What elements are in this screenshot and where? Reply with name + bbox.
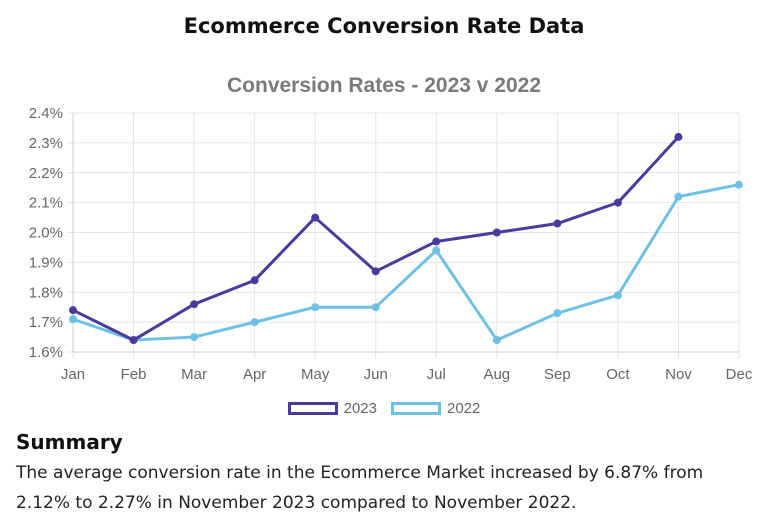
- data-point-2022: [69, 315, 77, 324]
- legend-item-2023[interactable]: 2023: [287, 400, 377, 417]
- x-tick-label: Aug: [483, 366, 510, 383]
- y-tick-label: 1.7%: [29, 314, 63, 331]
- data-point-2023: [492, 228, 501, 237]
- data-point-2023: [69, 306, 77, 315]
- data-point-2022: [553, 309, 562, 318]
- y-tick-label: 2.0%: [29, 225, 63, 242]
- x-tick-label: Feb: [121, 366, 147, 383]
- data-point-2023: [190, 300, 199, 309]
- data-point-2022: [613, 291, 622, 300]
- legend-label-2022: 2022: [447, 400, 481, 417]
- data-point-2023: [129, 336, 138, 345]
- summary-text: The average conversion rate in the Ecomm…: [16, 463, 704, 513]
- data-point-2023: [553, 219, 562, 228]
- x-tick-label: Apr: [243, 366, 266, 383]
- legend: 2023 2022: [0, 400, 768, 417]
- page-title: Ecommerce Conversion Rate Data: [183, 14, 585, 38]
- x-tick-label: Oct: [606, 366, 630, 383]
- y-tick-label: 1.9%: [29, 254, 63, 271]
- chart-title: Conversion Rates - 2023 v 2022: [227, 74, 541, 97]
- legend-swatch-2023: [287, 402, 338, 415]
- x-tick-label: Mar: [181, 366, 207, 383]
- y-tick-label: 1.6%: [29, 344, 63, 361]
- data-point-2022: [432, 246, 441, 255]
- x-tick-label: Dec: [726, 366, 753, 383]
- summary-title: Summary: [16, 430, 123, 454]
- data-point-2022: [311, 303, 320, 312]
- x-tick-label: Jun: [364, 366, 388, 383]
- y-tick-label: 2.1%: [29, 195, 63, 212]
- data-point-2022: [371, 303, 380, 312]
- series-line-2022: [72, 183, 740, 342]
- legend-label-2023: 2023: [343, 400, 377, 417]
- x-tick-label: Jul: [427, 366, 446, 383]
- data-point-2022: [492, 336, 501, 345]
- data-point-2022: [250, 318, 259, 327]
- x-tick-label: Sep: [544, 366, 571, 383]
- line-chart: 2.4% 2.3% 2.2% 2.1% 2.0% 1.9% 1.8% 1.7% 1.6% Jan F…: [29, 105, 753, 383]
- data-point-2023: [371, 267, 380, 276]
- x-tick-label: Jan: [61, 366, 85, 383]
- data-point-2022: [674, 192, 683, 201]
- legend-item-2022[interactable]: 2022: [391, 400, 480, 417]
- data-point-2023: [674, 132, 683, 141]
- y-tick-label: 2.4%: [29, 105, 63, 122]
- y-tick-label: 2.2%: [29, 165, 63, 182]
- data-point-2022: [190, 333, 199, 342]
- x-tick-label: Nov: [665, 366, 692, 383]
- data-point-2023: [311, 213, 320, 222]
- data-point-2023: [613, 198, 622, 207]
- y-tick-label: 1.8%: [29, 284, 63, 301]
- data-point-2022: [735, 180, 743, 189]
- y-tick-label: 2.3%: [29, 135, 63, 152]
- data-point-2023: [432, 237, 441, 246]
- data-point-2023: [250, 276, 259, 285]
- legend-swatch-2022: [391, 402, 441, 415]
- x-tick-label: May: [301, 366, 330, 383]
